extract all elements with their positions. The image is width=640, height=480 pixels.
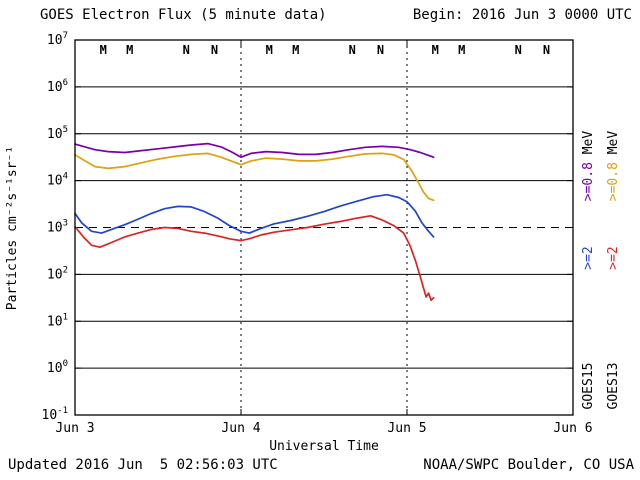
svg-text:102: 102: [47, 265, 68, 282]
svg-text:104: 104: [47, 172, 68, 189]
svg-text:N: N: [211, 43, 218, 57]
svg-text:N: N: [543, 43, 550, 57]
svg-text:N: N: [377, 43, 384, 57]
svg-text:106: 106: [47, 78, 68, 95]
svg-text:M: M: [266, 43, 273, 57]
svg-text:M: M: [100, 43, 107, 57]
svg-text:M: M: [292, 43, 299, 57]
svg-text:>=2: >=2: [581, 246, 596, 269]
svg-text:N: N: [515, 43, 522, 57]
svg-text:N: N: [183, 43, 190, 57]
svg-text:Jun 3: Jun 3: [55, 421, 94, 436]
page-title: GOES Electron Flux (5 minute data): [40, 7, 327, 23]
svg-text:M: M: [432, 43, 439, 57]
svg-text:Universal Time: Universal Time: [269, 439, 379, 454]
svg-text:107: 107: [47, 31, 68, 48]
svg-text:105: 105: [47, 125, 68, 142]
updated-label: Updated 2016 Jun 5 02:56:03 UTC: [8, 457, 278, 473]
svg-text:N: N: [349, 43, 356, 57]
svg-text:Jun 6: Jun 6: [553, 421, 592, 436]
svg-text:101: 101: [47, 312, 68, 329]
begin-label: Begin: 2016 Jun 3 0000 UTC: [412, 7, 632, 23]
svg-text:>=2: >=2: [606, 246, 621, 269]
svg-text:100: 100: [47, 359, 68, 376]
svg-text:M: M: [126, 43, 133, 57]
svg-text:103: 103: [47, 219, 68, 236]
source-label: NOAA/SWPC Boulder, CO USA: [423, 457, 634, 473]
svg-text:10-1: 10-1: [42, 406, 69, 423]
svg-text:GOES15: GOES15: [581, 363, 596, 410]
svg-text:M: M: [458, 43, 465, 57]
svg-text:>=0.8 MeV: >=0.8 MeV: [581, 131, 596, 202]
svg-text:Particles cm⁻²s⁻¹sr⁻¹: Particles cm⁻²s⁻¹sr⁻¹: [5, 146, 20, 310]
svg-text:Jun 5: Jun 5: [387, 421, 426, 436]
svg-text:>=0.8 MeV: >=0.8 MeV: [606, 131, 621, 202]
svg-text:Jun 4: Jun 4: [221, 421, 260, 436]
svg-text:GOES13: GOES13: [606, 363, 621, 410]
